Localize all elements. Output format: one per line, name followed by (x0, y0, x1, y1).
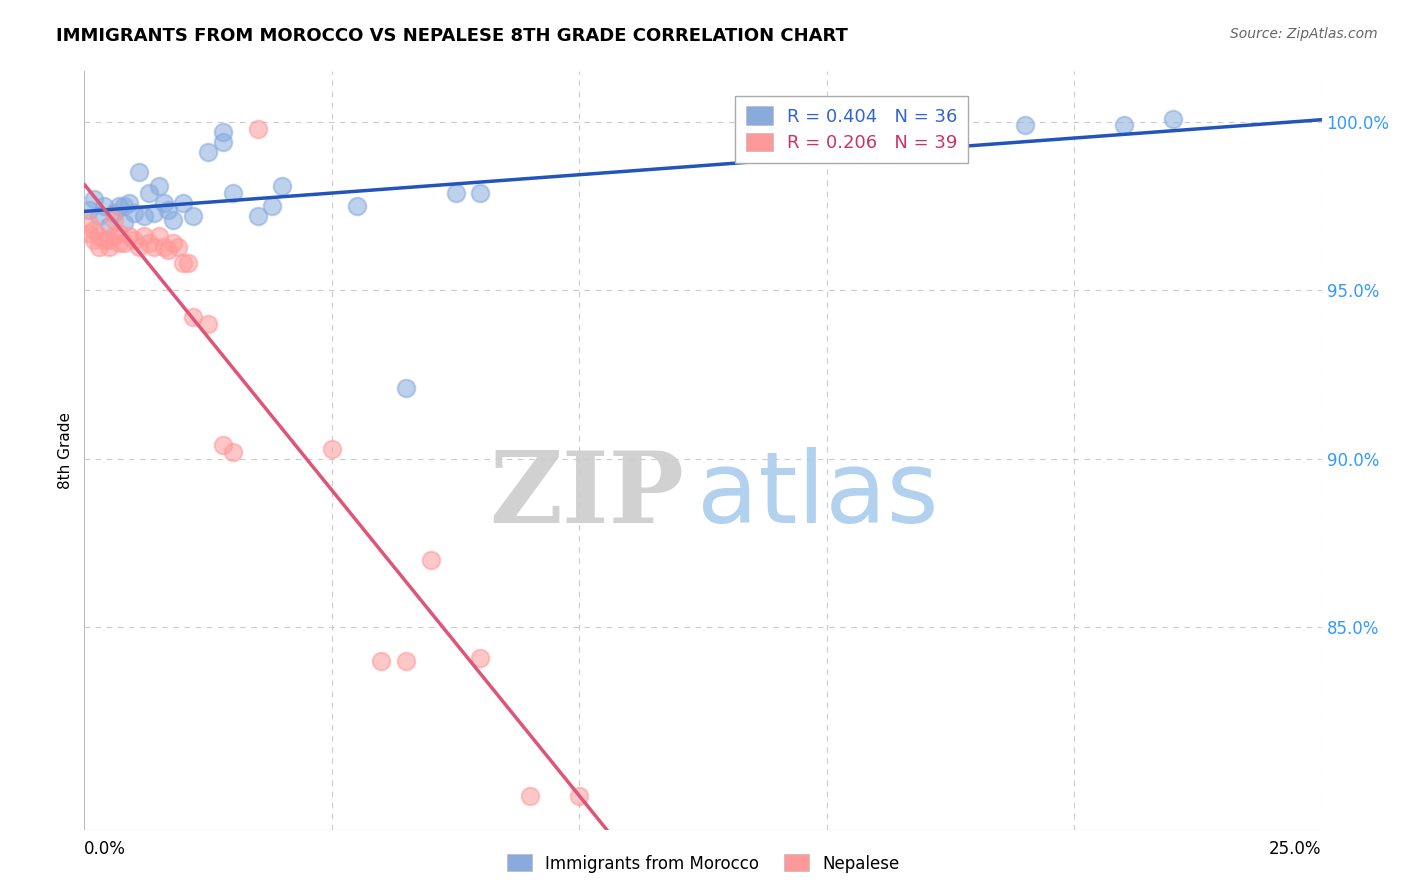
Point (108, 236, 131, 251)
Point (162, 236, 184, 251)
Point (142, 239, 165, 253)
Point (93, 199, 115, 213)
Point (815, 128, 838, 143)
Point (142, 206, 165, 220)
Point (98, 233, 121, 247)
Point (79, 226, 101, 240)
Text: 0.0%: 0.0% (84, 839, 127, 858)
Point (519, 789, 541, 803)
Point (118, 229, 141, 244)
Point (157, 202, 180, 217)
Point (212, 135, 235, 149)
Point (128, 239, 150, 253)
Point (177, 256, 200, 270)
Point (108, 226, 131, 240)
Point (162, 212, 184, 227)
Point (470, 186, 492, 200)
Point (419, 553, 441, 567)
Point (172, 256, 194, 270)
Point (132, 229, 155, 244)
Text: Source: ZipAtlas.com: Source: ZipAtlas.com (1230, 27, 1378, 41)
Point (112, 236, 135, 251)
Point (246, 121, 269, 136)
Point (395, 654, 418, 668)
Point (98, 239, 121, 253)
Point (167, 239, 190, 253)
Point (152, 239, 174, 253)
Point (89, 229, 111, 244)
Point (568, 789, 591, 803)
Point (132, 209, 155, 223)
Point (128, 165, 150, 179)
Text: ZIP: ZIP (489, 448, 685, 544)
Point (138, 186, 160, 200)
Point (197, 317, 219, 331)
Point (222, 445, 245, 459)
Point (395, 381, 418, 395)
Point (1161, 112, 1184, 126)
Point (79, 216, 101, 230)
Point (181, 209, 204, 223)
Point (112, 216, 135, 230)
Point (79, 202, 101, 217)
Point (321, 442, 343, 456)
Point (1112, 118, 1135, 132)
Point (93, 233, 115, 247)
Point (89, 209, 111, 223)
Point (222, 186, 245, 200)
Point (103, 206, 125, 220)
Point (83, 223, 105, 237)
Point (103, 229, 125, 244)
Point (197, 145, 219, 160)
Point (262, 199, 284, 213)
Point (181, 310, 204, 325)
Point (122, 233, 145, 247)
Point (444, 186, 467, 200)
Point (138, 236, 160, 251)
Point (246, 209, 269, 223)
Point (148, 229, 170, 244)
Point (83, 233, 105, 247)
Text: 25.0%: 25.0% (1270, 839, 1322, 858)
Text: atlas: atlas (697, 448, 938, 544)
Point (172, 195, 194, 210)
Point (370, 654, 392, 668)
Point (152, 195, 174, 210)
Point (1014, 118, 1036, 132)
Point (108, 199, 131, 213)
Point (118, 195, 141, 210)
Point (122, 206, 145, 220)
Text: IMMIGRANTS FROM MOROCCO VS NEPALESE 8TH GRADE CORRELATION CHART: IMMIGRANTS FROM MOROCCO VS NEPALESE 8TH … (56, 27, 848, 45)
Point (212, 125, 235, 139)
Point (212, 438, 235, 452)
Point (157, 243, 180, 257)
Point (271, 178, 294, 193)
Point (346, 199, 368, 213)
Legend: Immigrants from Morocco, Nepalese: Immigrants from Morocco, Nepalese (501, 847, 905, 880)
Point (89, 239, 111, 253)
Point (112, 199, 135, 213)
Point (98, 219, 121, 234)
Point (148, 178, 170, 193)
Point (83, 193, 105, 207)
Legend: R = 0.404   N = 36, R = 0.206   N = 39: R = 0.404 N = 36, R = 0.206 N = 39 (735, 95, 969, 163)
Y-axis label: 8th Grade: 8th Grade (58, 412, 73, 489)
Point (103, 212, 125, 227)
Point (470, 650, 492, 665)
